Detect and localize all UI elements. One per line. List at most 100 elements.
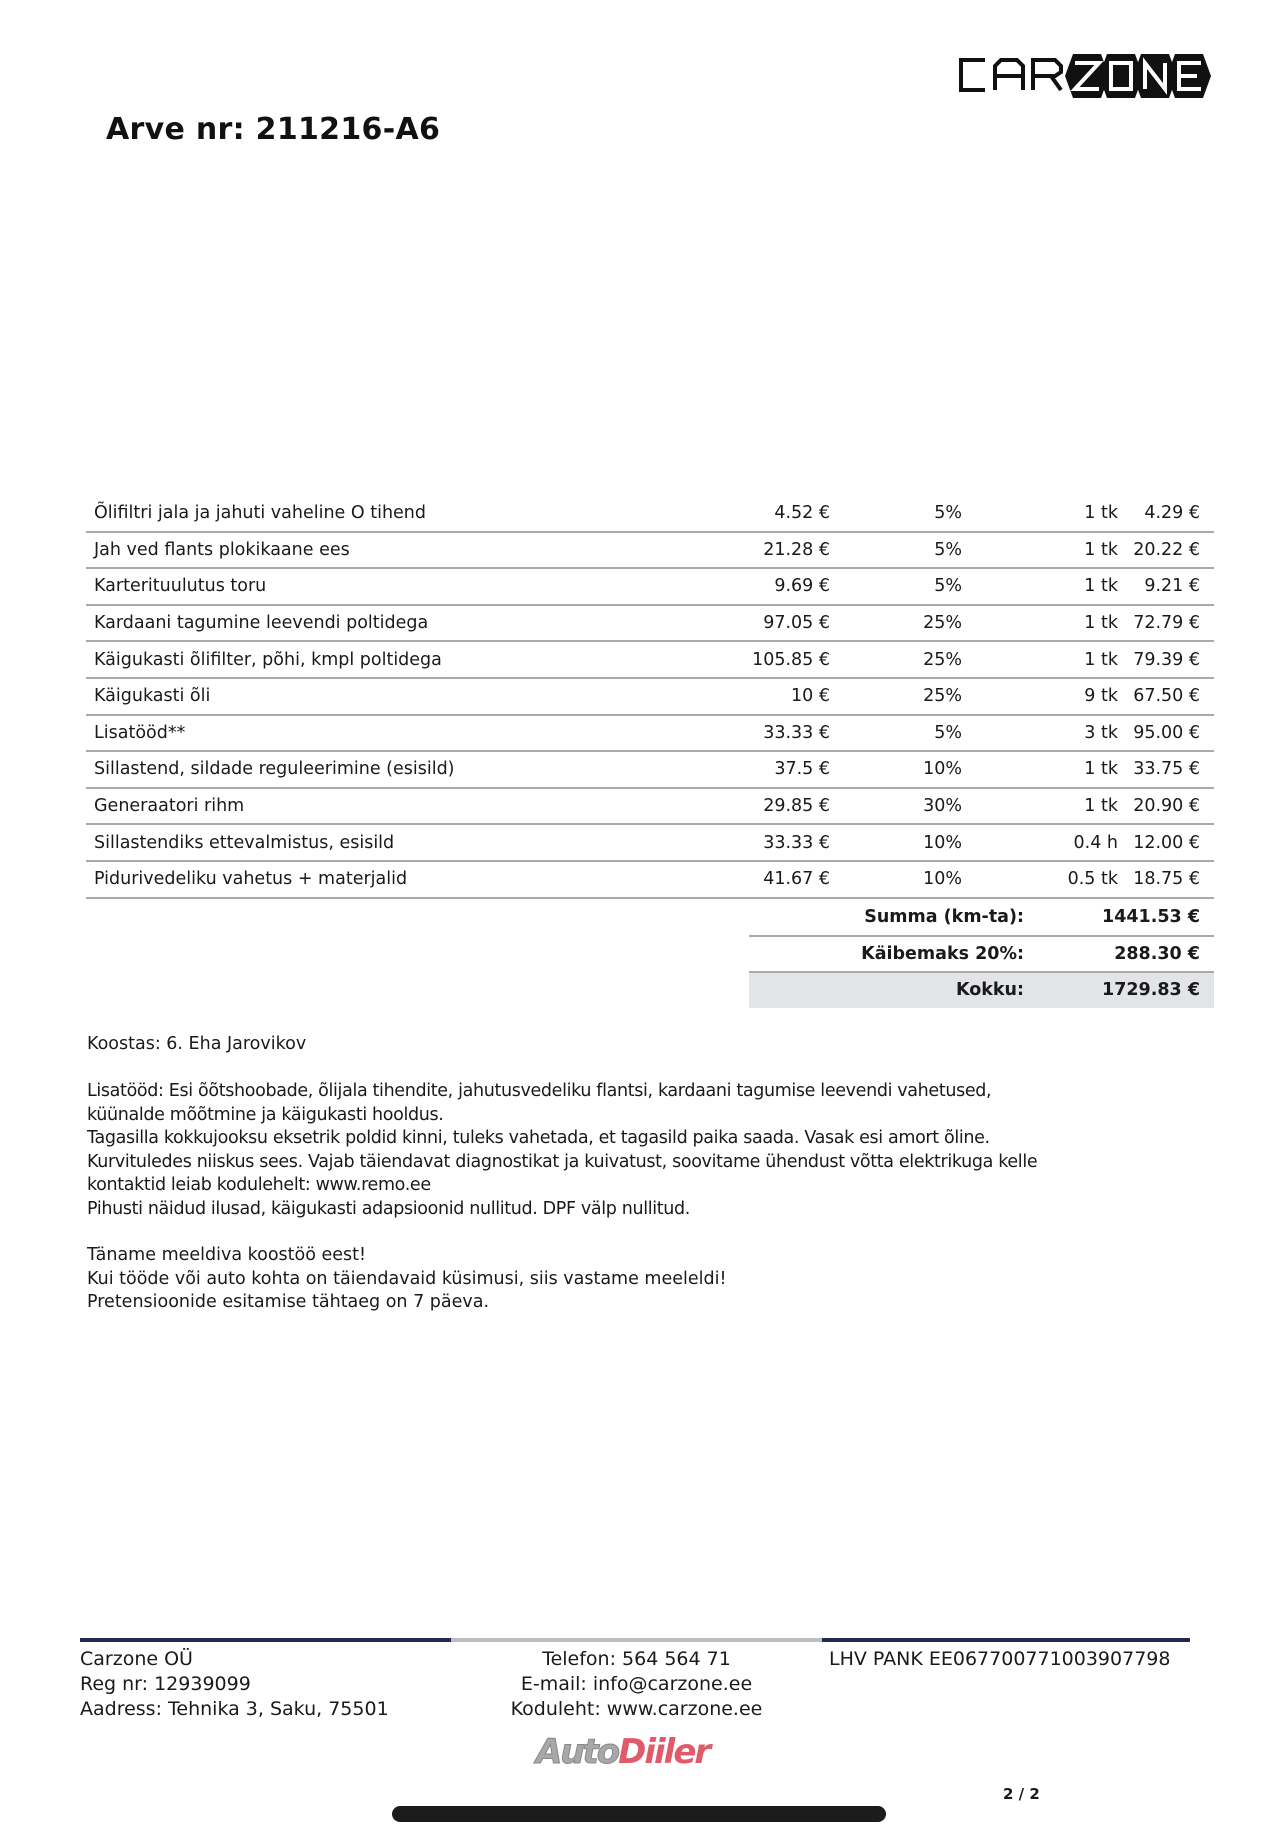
invoice-title: Arve nr: 211216-A6 bbox=[106, 112, 441, 147]
subtotal-row: Summa (km-ta): 1441.53 € bbox=[749, 900, 1214, 937]
closing-text: Täname meeldiva koostöö eest! Kui tööde … bbox=[87, 1244, 727, 1315]
company-name: Carzone OÜ bbox=[80, 1648, 193, 1670]
table-row: Käigukasti õli 10 €25% 9 tk 67.50 € bbox=[86, 677, 1214, 716]
item-price: 37.5 € bbox=[634, 751, 830, 789]
company-phone: Telefon: 564 564 71 bbox=[542, 1648, 731, 1670]
note-line: Tagasilla kokkujooksu eksetrik poldid ki… bbox=[87, 1128, 990, 1149]
item-total: 72.79 € bbox=[1118, 604, 1214, 643]
item-qty: 1 tk bbox=[962, 496, 1118, 533]
item-qty: 1 tk bbox=[962, 604, 1118, 643]
item-total: 18.75 € bbox=[1118, 860, 1214, 899]
item-qty: 0.5 tk bbox=[962, 860, 1118, 899]
item-total: 20.22 € bbox=[1118, 531, 1214, 570]
item-name: Käigukasti õlifilter, põhi, kmpl poltide… bbox=[86, 641, 634, 679]
item-discount: 5% bbox=[830, 568, 962, 606]
notes: Lisatööd: Esi õõtshoobade, õlijala tihen… bbox=[87, 1080, 1038, 1222]
table-row: Kardaani tagumine leevendi poltidega 97.0… bbox=[86, 604, 1214, 643]
table-row: Käigukasti õlifilter, põhi, kmpl poltide… bbox=[86, 641, 1214, 679]
item-name: Sillastendiks ettevalmistus, esisild bbox=[86, 824, 634, 862]
item-total: 12.00 € bbox=[1118, 824, 1214, 862]
note-line: Pihusti näidud ilusad, käigukasti adapsi… bbox=[87, 1198, 691, 1219]
totals-table: Summa (km-ta): 1441.53 € Käibemaks 20%: … bbox=[749, 900, 1214, 1008]
table-row: Karterituulutus toru 9.69 €5% 1 tk 9.21 € bbox=[86, 568, 1214, 606]
item-discount: 30% bbox=[830, 787, 962, 826]
item-name: Õlifiltri jala ja jahuti vaheline O tihe… bbox=[86, 496, 634, 533]
footer-divider-left bbox=[80, 1638, 451, 1642]
item-name: Sillastend, sildade reguleerimine (esisi… bbox=[86, 751, 634, 789]
item-discount: 10% bbox=[830, 860, 962, 899]
note-line: kontaktid leiab kodulehelt: www.remo.ee bbox=[87, 1175, 431, 1196]
item-price: 33.33 € bbox=[634, 714, 830, 753]
item-discount: 5% bbox=[830, 714, 962, 753]
item-name: Karterituulutus toru bbox=[86, 568, 634, 606]
autodiiler-watermark: AutoDiiler bbox=[535, 1732, 711, 1773]
thanks-line: Pretensioonide esitamise tähtaeg on 7 pä… bbox=[87, 1292, 490, 1313]
line-items-table: Õlifiltri jala ja jahuti vaheline O tihe… bbox=[86, 496, 1214, 899]
item-price: 97.05 € bbox=[634, 604, 830, 643]
note-line: küünalde mõõtmine ja käigukasti hooldus. bbox=[87, 1104, 444, 1125]
footer-company: Carzone OÜ Reg nr: 12939099 Aadress: Teh… bbox=[80, 1647, 389, 1722]
item-name: Käigukasti õli bbox=[86, 677, 634, 716]
vat-label: Käibemaks 20%: bbox=[749, 935, 1024, 974]
note-line: Kurvituledes niiskus sees. Vajab täienda… bbox=[87, 1151, 1038, 1172]
item-price: 105.85 € bbox=[634, 641, 830, 679]
vat-row: Käibemaks 20%: 288.30 € bbox=[749, 935, 1214, 974]
grand-total-row: Kokku: 1729.83 € bbox=[749, 972, 1214, 1008]
item-qty: 1 tk bbox=[962, 568, 1118, 606]
item-price: 33.33 € bbox=[634, 824, 830, 862]
item-qty: 3 tk bbox=[962, 714, 1118, 753]
item-total: 95.00 € bbox=[1118, 714, 1214, 753]
subtotal-value: 1441.53 € bbox=[1024, 900, 1214, 937]
item-discount: 5% bbox=[830, 496, 962, 533]
table-row: Pidurivedeliku vahetus + materjalid 41.67… bbox=[86, 860, 1214, 899]
item-qty: 9 tk bbox=[962, 677, 1118, 716]
item-total: 67.50 € bbox=[1118, 677, 1214, 716]
item-total: 79.39 € bbox=[1118, 641, 1214, 679]
item-qty: 0.4 h bbox=[962, 824, 1118, 862]
item-price: 9.69 € bbox=[634, 568, 830, 606]
item-name: Pidurivedeliku vahetus + materjalid bbox=[86, 860, 634, 899]
item-name: Generaatori rihm bbox=[86, 787, 634, 826]
thanks-line: Täname meeldiva koostöö eest! bbox=[87, 1245, 367, 1265]
footer-divider-middle bbox=[451, 1638, 822, 1642]
thanks-line: Kui tööde või auto kohta on täiendavaid … bbox=[87, 1268, 727, 1289]
item-discount: 25% bbox=[830, 677, 962, 716]
item-discount: 25% bbox=[830, 604, 962, 643]
footer-contact: Telefon: 564 564 71 E-mail: info@carzone… bbox=[451, 1647, 822, 1722]
item-qty: 1 tk bbox=[962, 787, 1118, 826]
table-row: Õlifiltri jala ja jahuti vaheline O tihe… bbox=[86, 496, 1214, 533]
item-price: 29.85 € bbox=[634, 787, 830, 826]
company-website[interactable]: Koduleht: www.carzone.ee bbox=[510, 1698, 763, 1720]
item-total: 20.90 € bbox=[1118, 787, 1214, 826]
company-email[interactable]: E-mail: info@carzone.ee bbox=[520, 1673, 753, 1695]
item-name: Jah ved flants plokikaane ees bbox=[86, 531, 634, 570]
table-row: Generaatori rihm 29.85 €30% 1 tk 20.90 € bbox=[86, 787, 1214, 826]
item-total: 33.75 € bbox=[1118, 751, 1214, 789]
subtotal-label: Summa (km-ta): bbox=[749, 900, 1024, 937]
item-total: 4.29 € bbox=[1118, 496, 1214, 533]
footer-bank: LHV PANK EE067700771003907798 bbox=[829, 1647, 1170, 1672]
item-total: 9.21 € bbox=[1118, 568, 1214, 606]
company-reg: Reg nr: 12939099 bbox=[80, 1673, 251, 1695]
item-price: 10 € bbox=[634, 677, 830, 716]
item-discount: 10% bbox=[830, 751, 962, 789]
prepared-by: Koostas: 6. Eha Jarovikov bbox=[87, 1034, 307, 1054]
home-indicator-bar[interactable] bbox=[392, 1806, 886, 1822]
grand-total-value: 1729.83 € bbox=[1024, 972, 1214, 1008]
item-price: 41.67 € bbox=[634, 860, 830, 899]
page-number: 2 / 2 bbox=[1003, 1785, 1040, 1803]
item-qty: 1 tk bbox=[962, 531, 1118, 570]
item-price: 4.52 € bbox=[634, 496, 830, 533]
item-price: 21.28 € bbox=[634, 531, 830, 570]
company-address: Aadress: Tehnika 3, Saku, 75501 bbox=[80, 1698, 389, 1720]
item-discount: 5% bbox=[830, 531, 962, 570]
item-qty: 1 tk bbox=[962, 751, 1118, 789]
table-row: Lisatööd** 33.33 €5% 3 tk 95.00 € bbox=[86, 714, 1214, 753]
item-discount: 10% bbox=[830, 824, 962, 862]
carzone-logo bbox=[959, 54, 1211, 98]
grand-total-label: Kokku: bbox=[749, 972, 1024, 1008]
item-name: Kardaani tagumine leevendi poltidega bbox=[86, 604, 634, 643]
table-row: Jah ved flants plokikaane ees 21.28 €5% 1 … bbox=[86, 531, 1214, 570]
item-qty: 1 tk bbox=[962, 641, 1118, 679]
table-row: Sillastend, sildade reguleerimine (esisi… bbox=[86, 751, 1214, 789]
